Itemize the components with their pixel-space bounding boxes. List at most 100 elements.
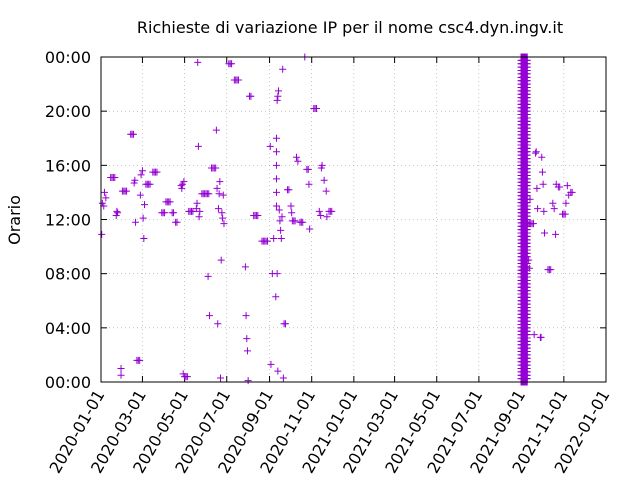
data-point bbox=[277, 226, 285, 234]
y-tick-label: 08:00 bbox=[45, 265, 91, 284]
data-point bbox=[219, 214, 227, 222]
data-point bbox=[263, 237, 271, 245]
data-point bbox=[247, 92, 255, 100]
data-point bbox=[214, 320, 222, 328]
y-axis-label: Orario bbox=[5, 195, 24, 245]
data-point bbox=[111, 174, 119, 182]
data-point bbox=[214, 205, 222, 213]
data-point bbox=[294, 157, 302, 165]
data-point bbox=[275, 206, 283, 214]
data-point bbox=[550, 205, 558, 213]
data-point bbox=[274, 92, 282, 100]
data-point bbox=[304, 165, 312, 173]
data-point bbox=[556, 183, 564, 191]
data-point bbox=[244, 377, 252, 385]
data-point bbox=[266, 142, 274, 150]
data-point bbox=[275, 87, 283, 95]
chart-title: Richieste di variazione IP per il nome c… bbox=[137, 18, 563, 37]
data-point bbox=[217, 256, 225, 264]
data-point bbox=[323, 213, 331, 221]
data-point bbox=[322, 187, 330, 195]
data-point bbox=[568, 188, 576, 196]
data-point bbox=[539, 180, 547, 188]
data-point bbox=[533, 184, 541, 192]
data-point bbox=[315, 207, 323, 215]
data-point bbox=[272, 161, 280, 169]
data-point bbox=[530, 331, 538, 339]
data-point bbox=[212, 126, 220, 134]
data-point bbox=[562, 199, 570, 207]
data-point bbox=[205, 190, 213, 198]
data-point bbox=[100, 188, 108, 196]
data-point bbox=[161, 209, 169, 217]
data-point bbox=[272, 293, 280, 301]
data-point bbox=[228, 60, 236, 68]
data-point bbox=[273, 96, 281, 104]
data-point bbox=[234, 76, 242, 84]
data-point bbox=[532, 148, 540, 156]
data-point bbox=[219, 191, 227, 199]
data-point bbox=[281, 320, 289, 328]
data-point bbox=[196, 207, 204, 215]
y-ticks: 00:00 04:00 08:00 12:00 16:00 20:00 00:00 bbox=[45, 48, 606, 392]
data-point bbox=[547, 266, 555, 274]
data-point bbox=[178, 184, 186, 192]
data-point bbox=[270, 234, 278, 242]
data-point bbox=[180, 178, 188, 186]
data-point bbox=[146, 180, 154, 188]
data-point bbox=[534, 205, 542, 213]
data-point bbox=[131, 176, 139, 184]
data-point bbox=[217, 374, 225, 382]
data-point bbox=[288, 209, 296, 217]
data-point bbox=[129, 130, 137, 138]
data-point bbox=[243, 335, 251, 343]
data-point bbox=[194, 142, 202, 150]
data-point bbox=[272, 148, 280, 156]
y-tick-label: 00:00 bbox=[45, 48, 91, 67]
data-point bbox=[525, 264, 533, 272]
data-point bbox=[170, 209, 178, 217]
data-point bbox=[137, 171, 145, 179]
data-point bbox=[561, 210, 569, 218]
data-point bbox=[549, 199, 557, 207]
data-point bbox=[287, 202, 295, 210]
data-point bbox=[113, 207, 121, 215]
data-point bbox=[136, 356, 144, 364]
data-point bbox=[313, 104, 321, 112]
data-point bbox=[305, 180, 313, 188]
data-point bbox=[274, 367, 282, 375]
y-tick-label: 00:00 bbox=[45, 373, 91, 392]
data-point bbox=[140, 234, 148, 242]
data-point bbox=[529, 220, 537, 228]
data-point bbox=[114, 209, 122, 217]
data-point bbox=[538, 168, 546, 176]
data-point bbox=[141, 201, 149, 209]
data-point bbox=[320, 176, 328, 184]
data-point bbox=[318, 161, 326, 169]
data-point bbox=[279, 374, 287, 382]
data-point bbox=[525, 256, 533, 264]
data-points bbox=[98, 53, 576, 386]
y-tick-label: 20:00 bbox=[45, 102, 91, 121]
plot-frame bbox=[100, 56, 607, 383]
data-point bbox=[279, 65, 287, 73]
data-point bbox=[243, 347, 251, 355]
data-point bbox=[552, 230, 560, 238]
data-point bbox=[317, 211, 325, 219]
y-tick-label: 04:00 bbox=[45, 319, 91, 338]
data-point bbox=[306, 225, 314, 233]
data-point bbox=[98, 230, 106, 238]
data-point bbox=[173, 218, 181, 226]
data-point bbox=[139, 214, 147, 222]
data-point bbox=[117, 364, 125, 372]
data-point bbox=[276, 217, 284, 225]
data-point bbox=[212, 164, 220, 172]
y-tick-label: 12:00 bbox=[45, 211, 91, 230]
data-point bbox=[220, 220, 228, 228]
data-point bbox=[123, 187, 131, 195]
data-point bbox=[291, 217, 299, 225]
data-point bbox=[267, 360, 275, 368]
data-point bbox=[166, 198, 174, 206]
data-point bbox=[272, 202, 280, 210]
